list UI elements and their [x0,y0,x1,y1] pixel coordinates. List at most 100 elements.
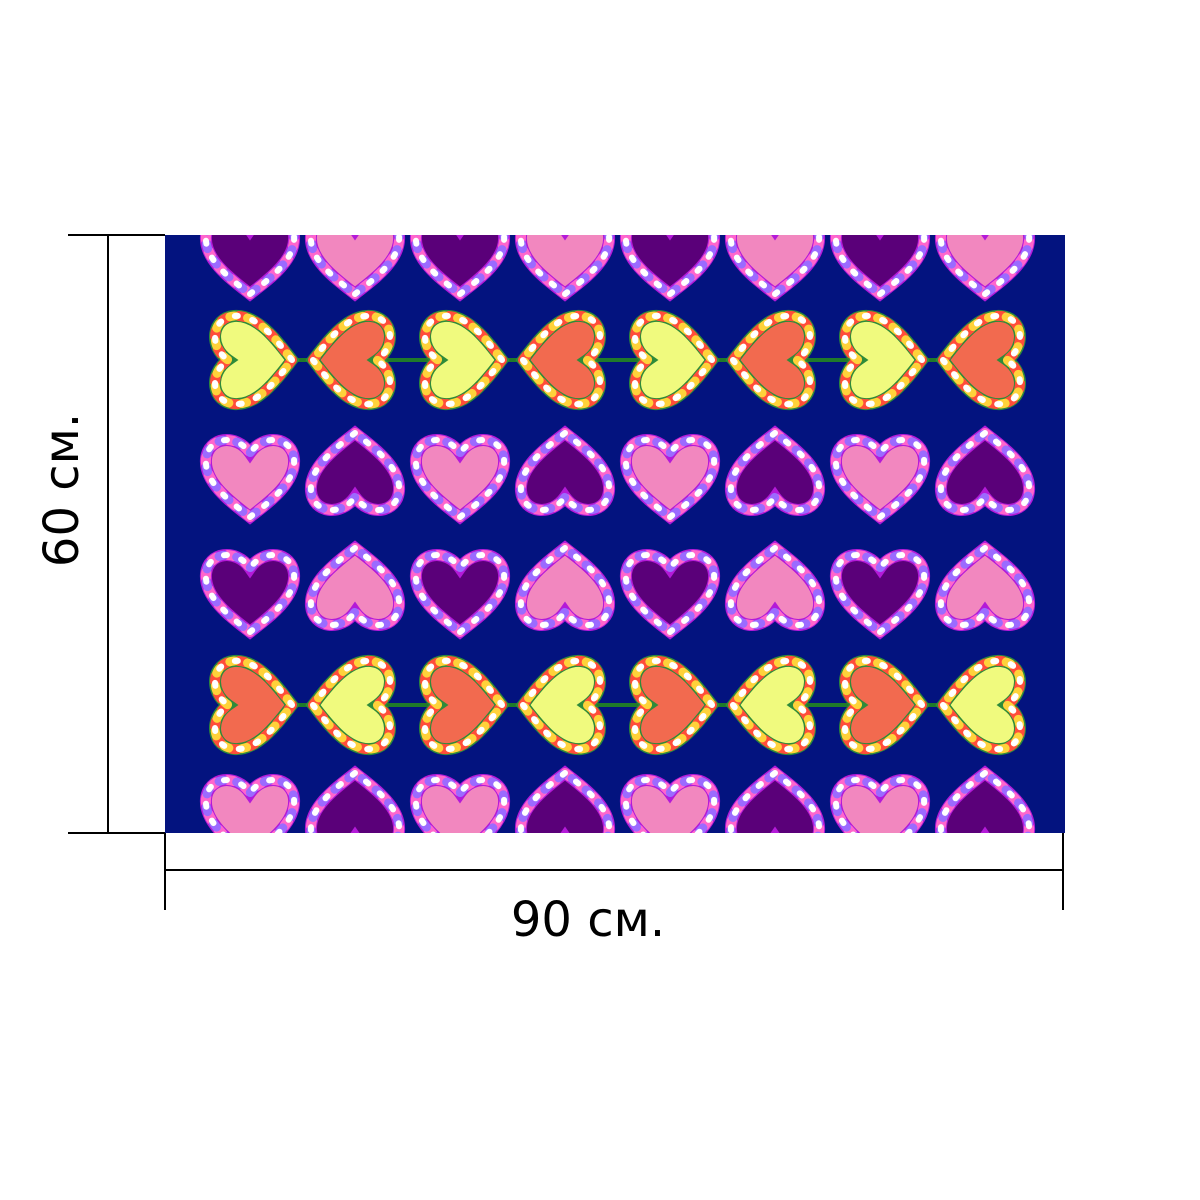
heart [934,235,1036,302]
heart [199,774,301,833]
heart [419,309,510,411]
heart [199,434,301,525]
flower-ring [517,544,613,628]
flower-ring [412,437,508,521]
heart [419,654,510,756]
flower-ring [832,552,928,636]
flower-ring [212,657,296,753]
fabric [165,235,1065,833]
heart [619,774,721,833]
heart [724,235,826,302]
flower-ring [727,429,823,513]
flower-ring [422,657,506,753]
flower-ring [517,429,613,513]
heart [934,425,1036,516]
width-label: 90 см. [511,892,665,948]
heart [304,540,406,631]
heart [305,309,396,411]
heart [514,765,616,833]
flower-ring [939,312,1023,408]
flower-ring [937,235,1033,298]
flower-ring [412,235,508,298]
heart [725,654,816,756]
heart [839,654,930,756]
heart [629,309,720,411]
flower-ring [842,657,926,753]
flower-ring [412,777,508,833]
heart [199,549,301,640]
heart [619,549,721,640]
flower-ring [937,544,1033,628]
flower-ring [632,657,716,753]
flower-ring [622,777,718,833]
flower-ring [517,235,613,298]
heart [409,774,511,833]
heart [409,549,511,640]
height-label: 60 см. [34,413,90,567]
flower-ring [212,312,296,408]
flower-ring [727,544,823,628]
heart [629,654,720,756]
flower-ring [832,437,928,521]
heart [935,654,1026,756]
heart [304,235,406,302]
flower-ring [729,657,813,753]
heart [514,235,616,302]
heart [409,434,511,525]
flower-ring [937,769,1033,833]
heart-pattern [199,235,1036,833]
flower-ring [832,235,928,298]
heart [409,235,511,302]
flower-ring [729,312,813,408]
flower-ring [307,429,403,513]
flower-ring [517,769,613,833]
flower-ring [622,552,718,636]
fabric-base [165,235,1065,833]
heart [304,765,406,833]
heart [934,765,1036,833]
heart [839,309,930,411]
heart [305,654,396,756]
flower-ring [309,312,393,408]
flower-ring [622,437,718,521]
heart [209,309,300,411]
flower-ring [727,235,823,298]
flower-ring [307,235,403,298]
flower-ring [202,552,298,636]
flower-ring [727,769,823,833]
heart [199,235,301,302]
flower-ring [622,235,718,298]
heart [619,235,721,302]
flower-ring [202,235,298,298]
heart [829,434,931,525]
flower-ring [422,312,506,408]
heart [724,425,826,516]
heart [619,434,721,525]
flower-ring [307,769,403,833]
heart [934,540,1036,631]
flower-ring [519,312,603,408]
heart [724,765,826,833]
heart [514,540,616,631]
flower-ring [412,552,508,636]
heart [515,309,606,411]
flower-ring [519,657,603,753]
flower-ring [632,312,716,408]
heart [514,425,616,516]
heart [829,774,931,833]
heart [209,654,300,756]
flower-ring [307,544,403,628]
heart [304,425,406,516]
flower-ring [202,437,298,521]
flower-ring [939,657,1023,753]
flower-ring [842,312,926,408]
heart [829,235,931,302]
heart [515,654,606,756]
heart [935,309,1026,411]
flower-ring [832,777,928,833]
heart [724,540,826,631]
heart [725,309,816,411]
heart [829,549,931,640]
flower-ring [309,657,393,753]
